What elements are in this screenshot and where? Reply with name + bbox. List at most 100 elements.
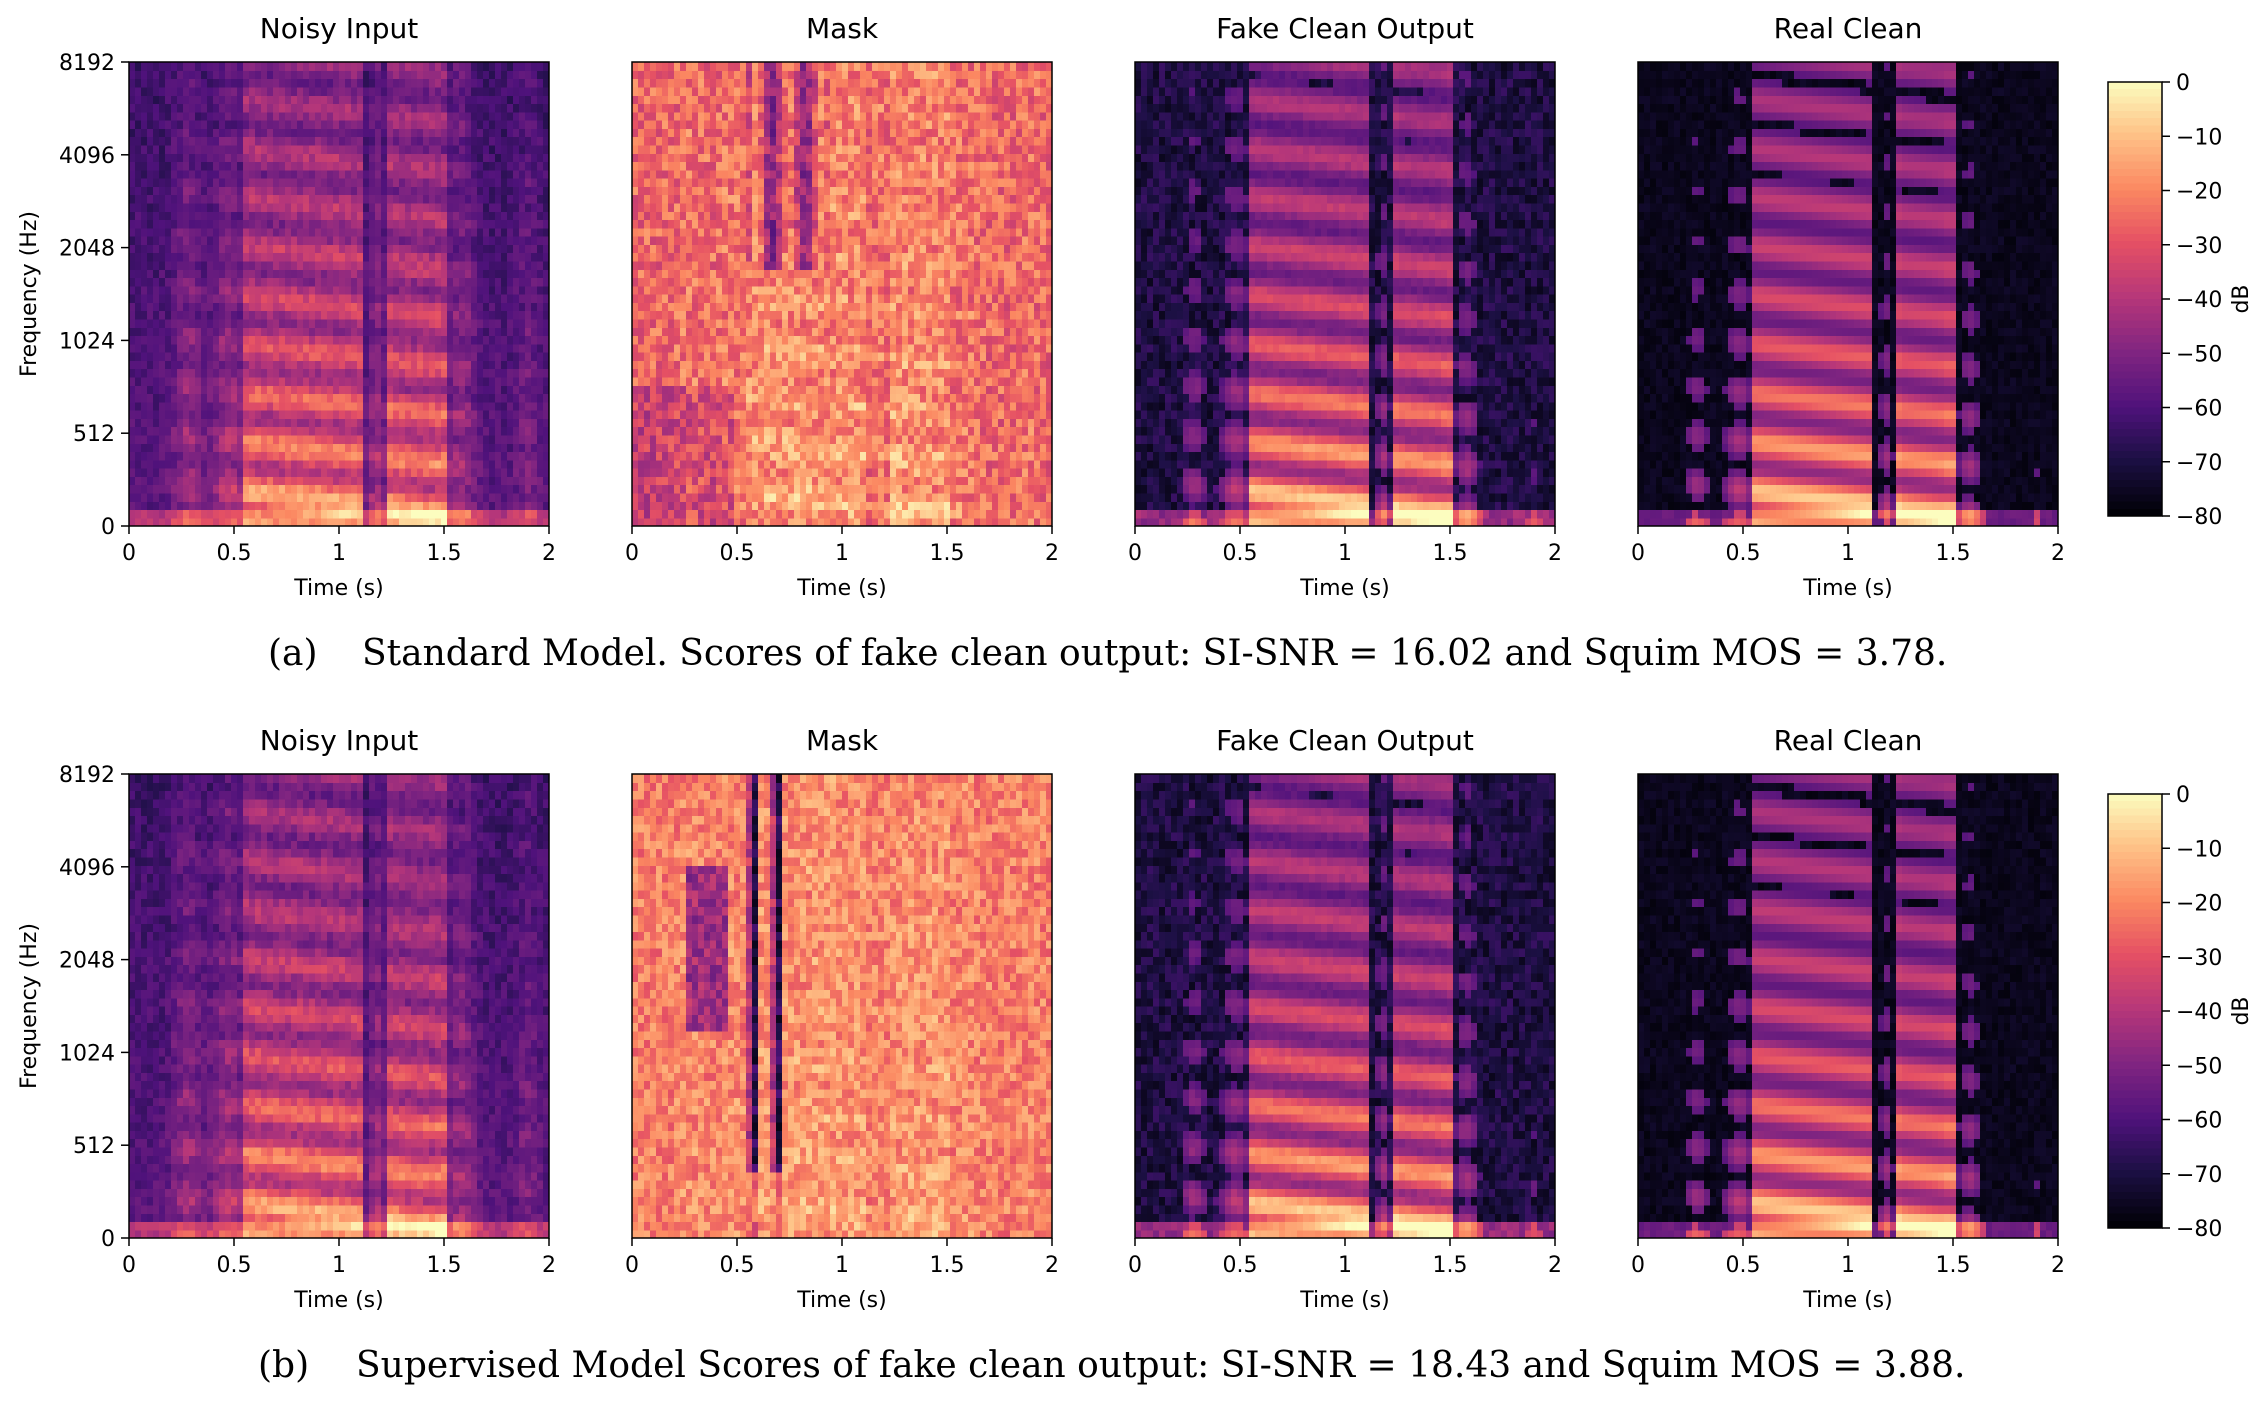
heatmap-cell xyxy=(171,112,178,121)
heatmap-cell xyxy=(129,178,136,187)
heatmap-cell xyxy=(507,219,514,228)
heatmap-cell xyxy=(375,236,382,245)
heatmap-cell xyxy=(237,195,244,204)
heatmap-cell xyxy=(728,294,735,303)
heatmap-cell xyxy=(327,476,334,485)
heatmap-cell xyxy=(333,153,340,162)
heatmap-cell xyxy=(387,468,394,477)
heatmap-cell xyxy=(716,418,723,427)
heatmap-cell xyxy=(447,360,454,369)
heatmap-cell xyxy=(213,120,220,129)
heatmap-cell xyxy=(177,178,184,187)
heatmap-cell xyxy=(740,427,747,436)
heatmap-cell xyxy=(309,360,316,369)
heatmap-cell xyxy=(279,393,286,402)
heatmap-cell xyxy=(501,393,508,402)
heatmap-cell xyxy=(513,203,520,212)
heatmap-cell xyxy=(195,79,202,88)
heatmap-cell xyxy=(477,393,484,402)
heatmap-cell xyxy=(465,244,472,253)
heatmap-cell xyxy=(417,253,424,262)
heatmap-cell xyxy=(680,435,687,444)
heatmap-cell xyxy=(279,311,286,320)
heatmap-cell xyxy=(285,501,292,510)
heatmap-cell xyxy=(387,253,394,262)
heatmap-cell xyxy=(171,170,178,179)
heatmap-cell xyxy=(716,186,723,195)
heatmap-cell xyxy=(710,410,717,419)
heatmap-cell xyxy=(321,335,328,344)
heatmap-cell xyxy=(459,244,466,253)
heatmap-cell xyxy=(435,120,442,129)
heatmap-cell xyxy=(704,509,711,518)
heatmap-cell xyxy=(189,402,196,411)
heatmap-cell xyxy=(273,269,280,278)
heatmap-cell xyxy=(333,277,340,286)
heatmap-cell xyxy=(459,261,466,270)
heatmap-cell xyxy=(531,360,538,369)
heatmap-cell xyxy=(363,319,370,328)
heatmap-cell xyxy=(638,501,645,510)
heatmap-cell xyxy=(632,335,639,344)
heatmap-cell xyxy=(135,79,142,88)
heatmap-cell xyxy=(153,112,160,121)
heatmap-cell xyxy=(495,178,502,187)
heatmap-cell xyxy=(471,161,478,170)
heatmap-cell xyxy=(477,95,484,104)
heatmap-cell xyxy=(387,95,394,104)
heatmap-cell xyxy=(507,402,514,411)
heatmap-cell xyxy=(147,203,154,212)
heatmap-cell xyxy=(297,161,304,170)
heatmap-cell xyxy=(722,153,729,162)
heatmap-cell xyxy=(351,178,358,187)
heatmap-cell xyxy=(638,311,645,320)
heatmap-cell xyxy=(159,344,166,353)
heatmap-cell xyxy=(387,211,394,220)
heatmap-cell xyxy=(213,369,220,378)
heatmap-cell xyxy=(351,302,358,311)
heatmap-cell xyxy=(537,402,544,411)
heatmap-cell xyxy=(381,435,388,444)
heatmap-cell xyxy=(207,352,214,361)
heatmap-cell xyxy=(357,137,364,146)
heatmap-cell xyxy=(734,228,741,237)
heatmap-cell xyxy=(189,62,196,71)
heatmap-cell xyxy=(710,501,717,510)
heatmap-cell xyxy=(531,286,538,295)
heatmap-cell xyxy=(495,79,502,88)
heatmap-cell xyxy=(207,79,214,88)
heatmap-cell xyxy=(710,195,717,204)
heatmap-cell xyxy=(273,228,280,237)
heatmap-cell xyxy=(680,178,687,187)
heatmap-cell xyxy=(638,120,645,129)
heatmap-cell xyxy=(321,120,328,129)
heatmap-cell xyxy=(465,294,472,303)
heatmap-cell xyxy=(632,509,639,518)
heatmap-cell xyxy=(207,219,214,228)
heatmap-cell xyxy=(740,501,747,510)
heatmap-cell xyxy=(261,493,268,502)
heatmap-cell xyxy=(273,137,280,146)
heatmap-cell xyxy=(477,360,484,369)
heatmap-cell xyxy=(710,294,717,303)
heatmap-cell xyxy=(243,277,250,286)
heatmap-cell xyxy=(435,219,442,228)
heatmap-cell xyxy=(417,302,424,311)
heatmap-cell xyxy=(740,335,747,344)
heatmap-cell xyxy=(375,228,382,237)
heatmap-cell xyxy=(327,344,334,353)
heatmap-cell xyxy=(213,476,220,485)
heatmap-cell xyxy=(429,377,436,386)
heatmap-cell xyxy=(195,402,202,411)
heatmap-cell xyxy=(495,211,502,220)
heatmap-cell xyxy=(183,468,190,477)
heatmap-cell xyxy=(459,203,466,212)
heatmap-cell xyxy=(387,153,394,162)
heatmap-cell xyxy=(387,219,394,228)
heatmap-cell xyxy=(357,95,364,104)
heatmap-cell xyxy=(189,327,196,336)
heatmap-cell xyxy=(441,443,448,452)
heatmap-cell xyxy=(674,360,681,369)
heatmap-cell xyxy=(537,509,544,518)
heatmap-cell xyxy=(225,435,232,444)
